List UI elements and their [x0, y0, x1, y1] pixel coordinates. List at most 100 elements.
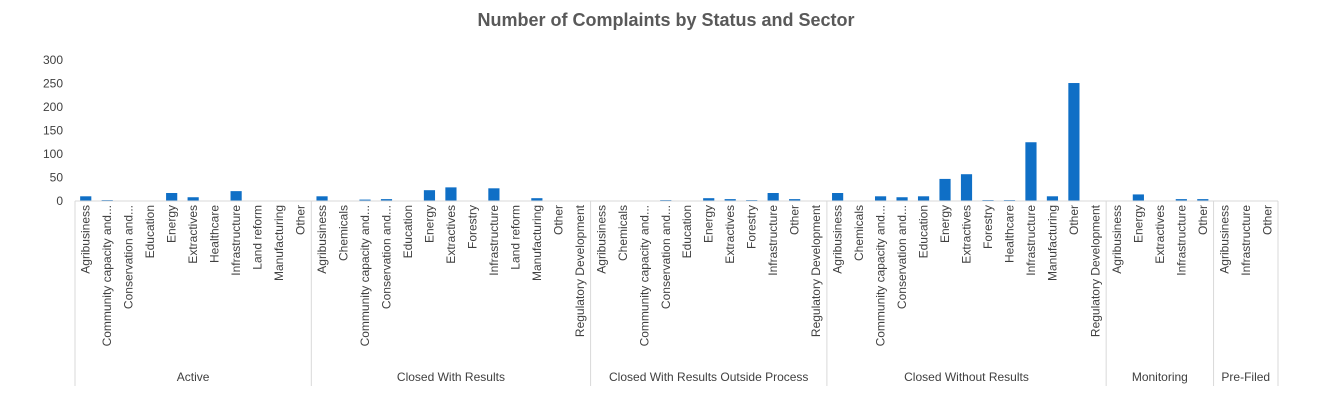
bar	[187, 197, 199, 201]
y-tick-label: 100	[43, 147, 63, 161]
x-group-label: Active	[177, 370, 210, 384]
bar	[832, 193, 844, 201]
x-category-label: Chemicals	[852, 205, 866, 261]
x-category-label: Regulatory Development	[1088, 204, 1102, 337]
y-tick-label: 300	[43, 53, 63, 67]
bar	[531, 198, 543, 201]
x-category-label: Healthcare	[1002, 205, 1016, 263]
x-category-label: Community capacity and...	[100, 205, 114, 346]
bar	[1068, 83, 1080, 201]
x-category-label: Healthcare	[208, 205, 222, 263]
x-category-label: Infrastructure	[1239, 205, 1253, 276]
x-category-label: Chemicals	[337, 205, 351, 261]
bar	[703, 198, 715, 201]
x-category-label: Energy	[422, 205, 436, 243]
x-category-label: Agribusiness	[315, 205, 329, 274]
bar	[1132, 194, 1144, 201]
x-category-label: Regulatory Development	[573, 204, 587, 337]
x-category-label: Land reform	[251, 205, 265, 270]
x-category-label: Forestry	[745, 205, 759, 249]
bar	[896, 197, 908, 201]
x-category-label: Regulatory Development	[809, 204, 823, 337]
bar	[359, 199, 371, 201]
y-tick-label: 250	[43, 77, 63, 91]
x-category-label: Infrastructure	[766, 205, 780, 276]
x-group-label: Monitoring	[1132, 370, 1188, 384]
bar	[445, 187, 457, 201]
x-group-label: Pre-Filed	[1221, 370, 1270, 384]
bar	[230, 191, 242, 201]
x-category-label: Other	[294, 205, 308, 235]
x-category-label: Energy	[938, 205, 952, 243]
x-category-label: Energy	[1131, 205, 1145, 243]
x-category-label: Energy	[702, 205, 716, 243]
x-group-label: Closed With Results	[397, 370, 505, 384]
x-category-label: Manufacturing	[1045, 205, 1059, 281]
bar	[960, 174, 973, 201]
x-group-label: Closed With Results Outside Process	[609, 370, 808, 384]
x-category-label: Forestry	[465, 205, 479, 249]
bar	[166, 193, 178, 201]
x-category-label: Education	[917, 205, 931, 258]
y-tick-label: 150	[43, 124, 63, 138]
bar	[939, 178, 951, 201]
x-category-label: Extractives	[723, 205, 737, 264]
bar	[917, 196, 930, 201]
x-category-label: Manufacturing	[530, 205, 544, 281]
x-category-label: Infrastructure	[1024, 205, 1038, 276]
bars	[80, 83, 1273, 202]
x-category-label: Agribusiness	[1110, 205, 1124, 274]
bar	[874, 196, 887, 201]
y-axis: 0 50 100 150 200 250 300	[43, 53, 63, 208]
x-category-label: Infrastructure	[487, 205, 501, 276]
bar	[80, 196, 92, 201]
x-axis: Agribusiness Community capacity and... Con…	[74, 200, 1279, 386]
x-category-label: Conservation and...	[659, 205, 673, 309]
x-category-label: Education	[143, 205, 157, 258]
x-category-label: Chemicals	[616, 205, 630, 261]
bar	[789, 199, 801, 201]
x-category-label: Conservation and...	[895, 205, 909, 309]
x-category-label: Other	[551, 205, 565, 235]
bar	[488, 188, 500, 201]
x-category-label: Other	[1260, 205, 1274, 235]
bar	[767, 193, 779, 201]
bar	[380, 199, 393, 201]
x-category-label: Community capacity and...	[358, 205, 372, 346]
x-category-label: Other	[1067, 205, 1081, 235]
x-category-label: Agribusiness	[831, 205, 845, 274]
x-category-label: Infrastructure	[229, 205, 243, 276]
x-category-label: Extractives	[186, 205, 200, 264]
x-category-label: Agribusiness	[1217, 205, 1231, 274]
y-tick-label: 0	[56, 194, 63, 208]
y-tick-label: 200	[43, 100, 63, 114]
x-category-label: Extractives	[1153, 205, 1167, 264]
x-category-label: Other	[788, 205, 802, 235]
x-category-label: Manufacturing	[272, 205, 286, 281]
bar	[1046, 196, 1059, 201]
bar	[724, 199, 736, 201]
x-category-label: Agribusiness	[79, 205, 93, 274]
chart-title: Number of Complaints by Status and Secto…	[477, 10, 854, 30]
x-category-label: Agribusiness	[594, 205, 608, 274]
x-category-label: Land reform	[508, 205, 522, 270]
x-category-label: Extractives	[444, 205, 458, 264]
x-group-label: Closed Without Results	[904, 370, 1029, 384]
x-category-label: Education	[680, 205, 694, 258]
x-category-label: Community capacity and...	[874, 205, 888, 346]
x-category-label: Conservation and...	[122, 205, 136, 309]
x-category-label: Other	[1196, 205, 1210, 235]
bar	[316, 196, 328, 201]
y-tick-label: 50	[50, 171, 64, 185]
bar	[423, 190, 436, 201]
x-category-label: Extractives	[960, 205, 974, 264]
x-category-label: Conservation and...	[379, 205, 393, 309]
x-category-label: Energy	[165, 205, 179, 243]
x-category-label: Forestry	[981, 205, 995, 249]
bar	[1175, 199, 1187, 201]
bar	[1197, 199, 1209, 201]
x-category-label: Community capacity and...	[637, 205, 651, 346]
x-category-label: Education	[401, 205, 415, 258]
x-category-label: Infrastructure	[1174, 205, 1188, 276]
